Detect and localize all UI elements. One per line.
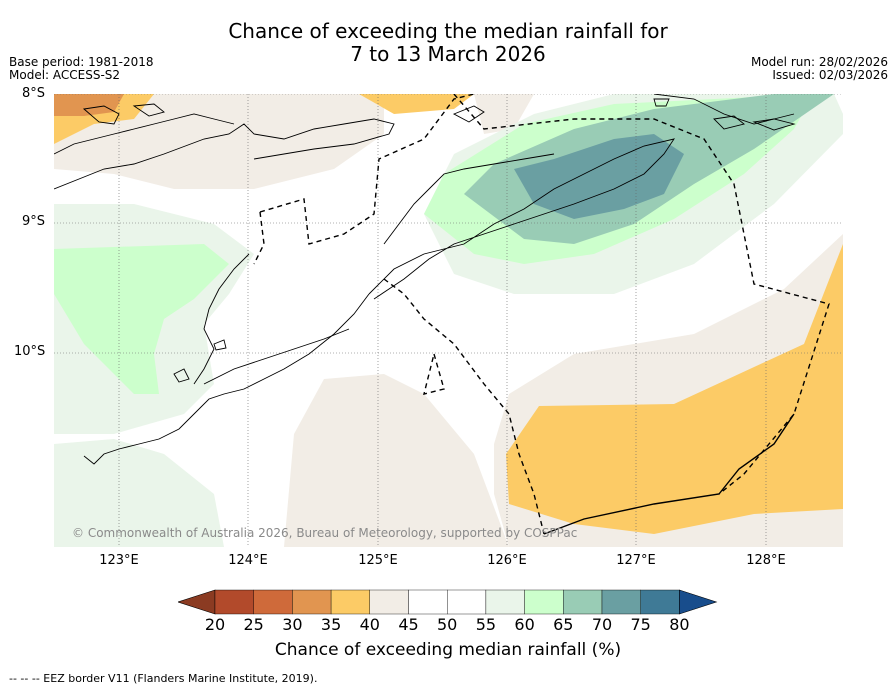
lon-label-123e: 123°E bbox=[99, 553, 139, 568]
region-60-65-west bbox=[54, 244, 229, 394]
meta-left: Base period: 1981-2018 Model: ACCESS-S2 bbox=[9, 56, 154, 82]
region-70-75-center bbox=[514, 134, 684, 219]
colorbar-tick-label: 55 bbox=[475, 615, 497, 634]
title-line-1: Chance of exceeding the median rainfall … bbox=[228, 19, 668, 43]
region-40-45-north-right bbox=[474, 94, 534, 134]
colorbar-cell bbox=[253, 589, 293, 615]
colorbar-cell bbox=[408, 589, 448, 615]
eez-border-solid bbox=[543, 413, 795, 535]
model-run: Model run: 28/02/2026 bbox=[750, 55, 888, 69]
colorbar-cell bbox=[640, 589, 680, 615]
region-40-45-south bbox=[284, 374, 509, 547]
lon-label-126e: 126°E bbox=[487, 553, 527, 568]
colorbar-cell bbox=[524, 589, 564, 615]
colorbar-tick-label: 70 bbox=[591, 615, 613, 634]
colorbar-tick-label: 25 bbox=[243, 615, 264, 634]
colorbar-tick-label: 40 bbox=[359, 615, 380, 634]
base-period: Base period: 1981-2018 bbox=[9, 55, 154, 69]
colorbar-arrow-high bbox=[679, 589, 718, 615]
colorbar-tick-label: 20 bbox=[204, 615, 226, 634]
colorbar-cell bbox=[601, 589, 641, 615]
colorbar-tick-label: 30 bbox=[282, 615, 303, 634]
colorbar-tick-label: 75 bbox=[630, 615, 651, 634]
colorbar-cell bbox=[563, 589, 603, 615]
colorbar-cell bbox=[292, 589, 332, 615]
colorbar-tick-label: 50 bbox=[437, 615, 458, 634]
lon-label-128e: 128°E bbox=[746, 553, 786, 568]
colorbar-arrow-low bbox=[178, 589, 216, 615]
lat-label-9s: 9°S bbox=[22, 214, 46, 229]
colorbar-cell bbox=[485, 589, 525, 615]
colorbar-label: Chance of exceeding median rainfall (%) bbox=[274, 640, 622, 660]
colorbar-cell bbox=[369, 589, 409, 615]
lon-label-125e: 125°E bbox=[358, 553, 398, 568]
colorbar-tick-label: 80 bbox=[669, 615, 690, 634]
coastlines bbox=[54, 94, 796, 465]
colorbar-tick-label: 45 bbox=[398, 615, 419, 634]
colorbar-cells bbox=[178, 589, 718, 615]
region-55-60-southwest bbox=[54, 439, 224, 547]
region-35-40-southeast bbox=[506, 244, 843, 534]
colorbar bbox=[178, 589, 718, 615]
colorbar-cell bbox=[330, 589, 371, 615]
lat-label-10s: 10°S bbox=[14, 344, 46, 359]
map-title: Chance of exceeding the median rainfall … bbox=[0, 20, 896, 66]
meta-right: Model run: 28/02/2026 Issued: 02/03/2026 bbox=[751, 56, 888, 82]
colorbar-tick-label: 35 bbox=[320, 615, 342, 634]
region-35-40-north-center bbox=[359, 94, 474, 114]
lat-label-8s: 8°S bbox=[22, 86, 46, 101]
lon-label-124e: 124°E bbox=[228, 553, 268, 568]
rainfall-map bbox=[54, 94, 843, 547]
colorbar-cell bbox=[214, 589, 254, 615]
eez-legend-footer: -- -- -- EEZ border V11 (Flanders Marine… bbox=[9, 672, 318, 685]
lon-label-127e: 127°E bbox=[616, 553, 656, 568]
region-40-45-north bbox=[54, 94, 384, 189]
copyright-text: © Commonwealth of Australia 2026, Bureau… bbox=[72, 526, 578, 540]
eez-border bbox=[253, 94, 830, 535]
region-30-35-corner bbox=[54, 94, 124, 116]
model-name: Model: ACCESS-S2 bbox=[9, 68, 121, 82]
colorbar-tick-label: 65 bbox=[553, 615, 574, 634]
issued-date: Issued: 02/03/2026 bbox=[772, 68, 888, 82]
colorbar-tick-label: 60 bbox=[514, 615, 535, 634]
colorbar-cell bbox=[447, 589, 487, 615]
title-line-2: 7 to 13 March 2026 bbox=[350, 42, 546, 66]
